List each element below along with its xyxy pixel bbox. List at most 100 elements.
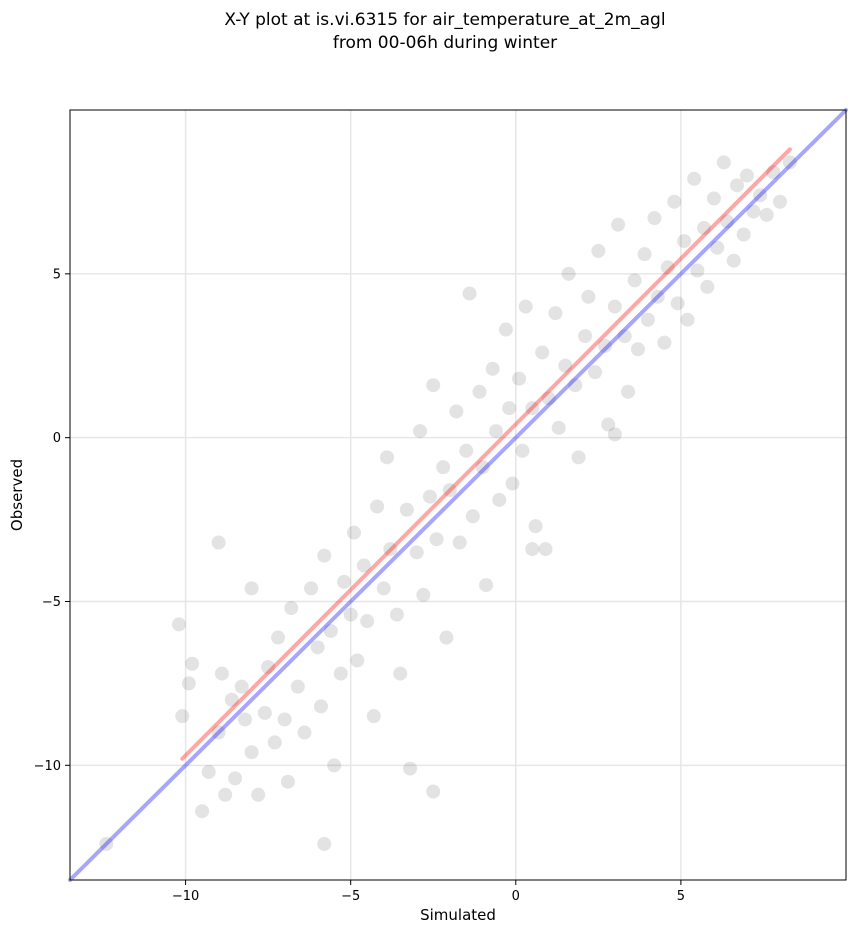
scatter-point [558, 358, 573, 373]
scatter-point [736, 227, 751, 242]
scatter-point [436, 460, 451, 475]
x-axis-label: Simulated [420, 906, 496, 924]
scatter-point [452, 535, 467, 550]
scatter-point [782, 155, 797, 170]
scatter-point [99, 836, 114, 851]
scatter-point [479, 578, 494, 593]
scatter-point [730, 178, 745, 193]
scatter-point [670, 296, 685, 311]
scatter-point [505, 476, 520, 491]
scatter-point [403, 761, 418, 776]
chart-title: X-Y plot at is.vi.6315 for air_temperatu… [224, 10, 665, 30]
scatter-point [271, 630, 286, 645]
scatter-point [465, 509, 480, 524]
scatter-point [304, 581, 319, 596]
scatter-point [518, 299, 533, 314]
scatter-point [772, 194, 787, 209]
scatter-point [327, 758, 342, 773]
scatter-point [449, 404, 464, 419]
scatter-point [475, 460, 490, 475]
scatter-point [597, 338, 612, 353]
scatter-point [290, 679, 305, 694]
scatter-point [551, 420, 566, 435]
scatter-point [640, 312, 655, 327]
scatter-point [175, 709, 190, 724]
scatter-point [706, 191, 721, 206]
y-axis-ticks: −10 −5 0 5 [34, 267, 70, 774]
scatter-point [650, 289, 665, 304]
scatter-point [323, 623, 338, 638]
scatter-point [244, 581, 259, 596]
scatter-point [591, 243, 606, 258]
scatter-point [660, 260, 675, 275]
scatter-point [234, 679, 249, 694]
scatter-point [766, 165, 781, 180]
scatter-point [211, 725, 226, 740]
x-tick-label: −10 [172, 889, 199, 904]
scatter-point [697, 220, 712, 235]
scatter-point [426, 784, 441, 799]
scatter-point [333, 666, 348, 681]
x-tick-label: −5 [341, 889, 360, 904]
scatter-point [535, 345, 550, 360]
scatter-point [211, 535, 226, 550]
scatter-point [238, 712, 253, 727]
scatter-point [442, 483, 457, 498]
scatter-point [561, 266, 576, 281]
scatter-point [297, 725, 312, 740]
scatter-point [462, 286, 477, 301]
scatter-point [571, 450, 586, 465]
scatter-point [667, 194, 682, 209]
scatter-point [267, 735, 282, 750]
scatter-point [548, 306, 563, 321]
y-tick-label: 0 [53, 431, 61, 446]
scatter-point [280, 774, 295, 789]
scatter-point [244, 745, 259, 760]
scatter-point [360, 614, 375, 629]
scatter-point [439, 630, 454, 645]
scatter-point [528, 519, 543, 534]
scatter-point [568, 378, 583, 393]
scatter-point [277, 712, 292, 727]
scatter-point [578, 329, 593, 344]
scatter-point [621, 384, 636, 399]
scatter-point [726, 253, 741, 268]
scatter-point [459, 443, 474, 458]
identity-line [68, 108, 848, 882]
x-tick-label: 5 [677, 889, 685, 904]
scatter-point [492, 492, 507, 507]
scatter-point [601, 417, 616, 432]
scatter-point [195, 804, 210, 819]
grid [70, 110, 846, 880]
scatter-point [317, 836, 332, 851]
scatter-point [647, 211, 662, 226]
scatter-point [581, 289, 596, 304]
scatter-point [346, 525, 361, 540]
scatter-point [611, 217, 626, 232]
scatter-point [710, 240, 725, 255]
scatter-point [739, 168, 754, 183]
scatter-point [393, 666, 408, 681]
fit-lines [68, 108, 848, 882]
scatter-points [99, 155, 797, 851]
scatter-point [637, 247, 652, 262]
scatter-point [185, 656, 200, 671]
x-axis-ticks: −10 −5 0 5 [172, 880, 685, 904]
scatter-point [472, 384, 487, 399]
scatter-point [426, 378, 441, 393]
scatter-point [171, 617, 186, 632]
scatter-point [370, 499, 385, 514]
scatter-point [413, 424, 428, 439]
scatter-point [700, 279, 715, 294]
scatter-point [607, 427, 622, 442]
regression-line [180, 147, 792, 761]
scatter-point [485, 361, 500, 376]
scatter-point [366, 709, 381, 724]
scatter-point [376, 581, 391, 596]
scatter-point [512, 371, 527, 386]
scatter-point [181, 676, 196, 691]
scatter-point [356, 558, 371, 573]
scatter-point [389, 607, 404, 622]
scatter-point [488, 424, 503, 439]
x-tick-label: 0 [512, 889, 520, 904]
